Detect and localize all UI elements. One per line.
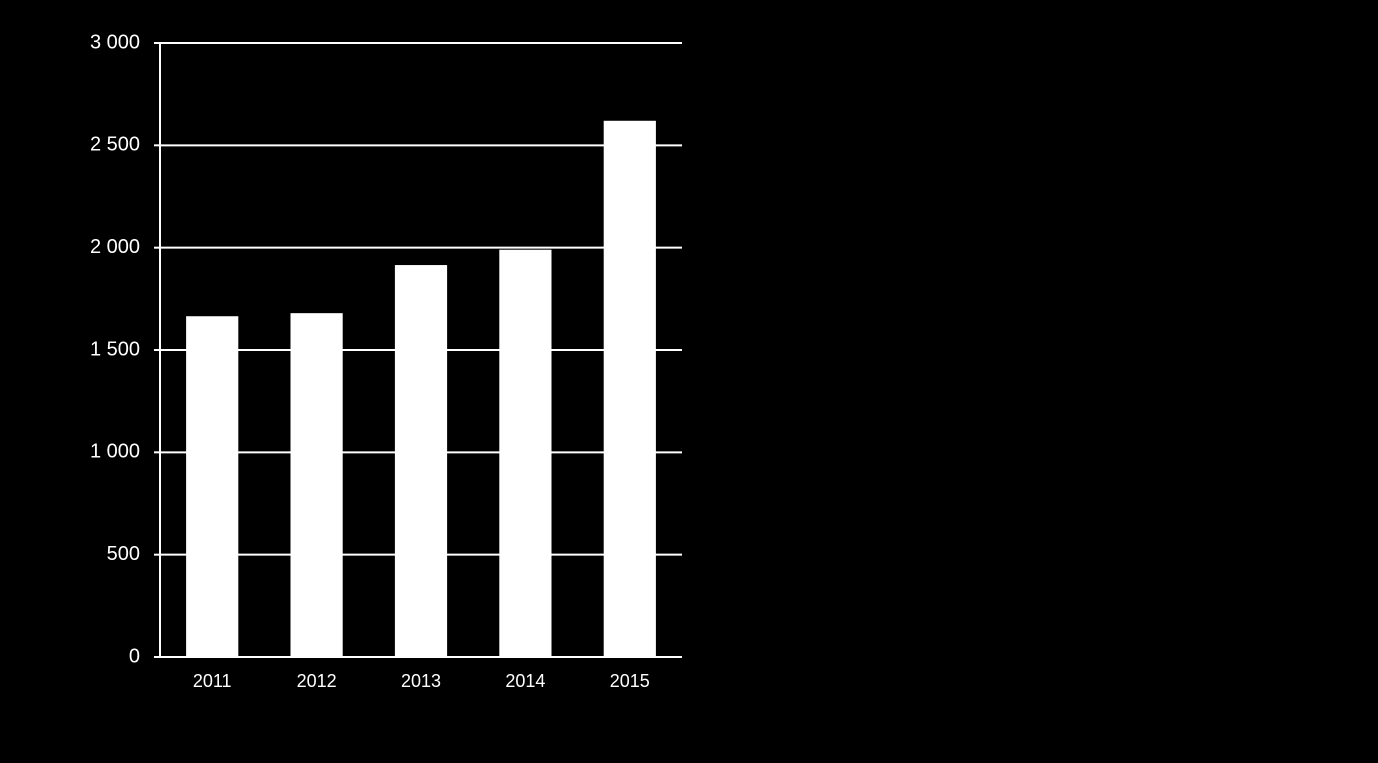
y-tick-label: 0 (129, 645, 140, 667)
y-tick-label: 2 500 (90, 134, 140, 156)
x-tick-label: 2012 (297, 671, 337, 691)
y-tick-label: 1 500 (90, 338, 140, 360)
bar (290, 313, 343, 657)
bar (394, 265, 448, 657)
bar (499, 249, 552, 658)
x-tick-label: 2013 (401, 671, 441, 691)
y-tick-label: 3 000 (90, 31, 140, 53)
y-tick-label: 2 000 (90, 236, 140, 258)
x-tick-label: 2011 (193, 671, 232, 691)
x-tick-label: 2015 (610, 671, 650, 691)
bar (186, 316, 239, 657)
x-tick-label: 2014 (505, 671, 545, 691)
y-tick-label: 1 000 (90, 441, 140, 463)
bar (603, 120, 656, 658)
y-tick-label: 500 (107, 543, 140, 565)
